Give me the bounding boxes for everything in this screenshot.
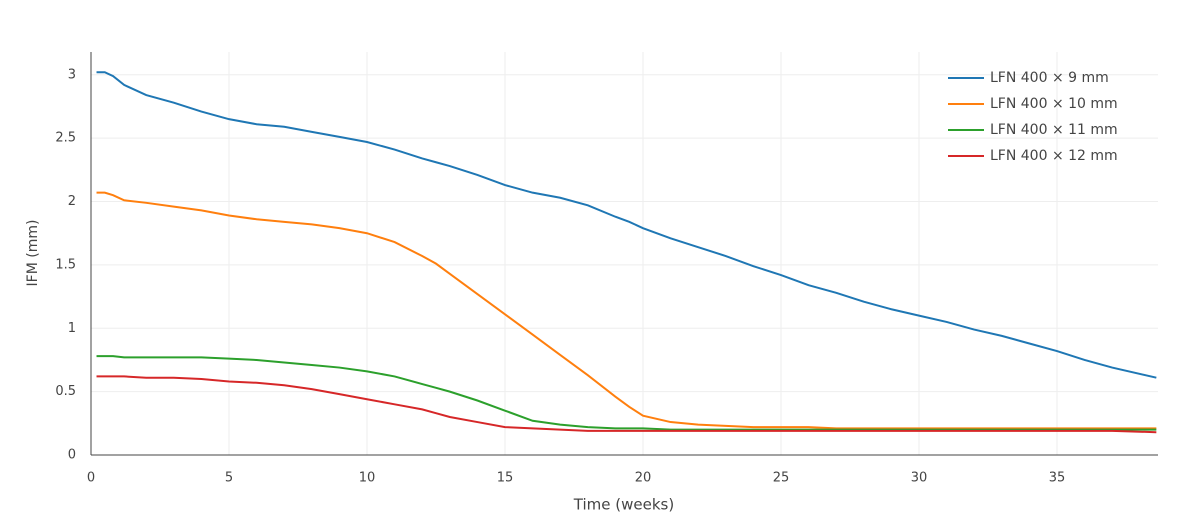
y-tick-label: 1.5 — [55, 257, 76, 272]
x-tick-label: 10 — [359, 471, 376, 486]
x-tick-label: 0 — [87, 471, 95, 486]
y-tick-label: 2.5 — [55, 131, 76, 146]
x-tick-label: 35 — [1049, 471, 1066, 486]
y-tick-label: 3 — [68, 67, 76, 82]
x-tick-label: 30 — [911, 471, 928, 486]
legend-label: LFN 400 × 9 mm — [990, 70, 1109, 86]
data-line — [96, 191, 1157, 430]
legend-label: LFN 400 × 11 mm — [990, 122, 1118, 138]
x-tick-label: 20 — [635, 471, 652, 486]
x-tick-label: 15 — [497, 471, 514, 486]
legend-label: LFN 400 × 10 mm — [990, 96, 1118, 112]
y-tick-label: 1 — [68, 321, 76, 336]
x-tick-label: 5 — [225, 471, 233, 486]
data-line — [96, 375, 1157, 434]
y-tick-label: 0.5 — [55, 384, 76, 399]
x-tick-label: 25 — [773, 471, 790, 486]
x-axis-label: Time (weeks) — [573, 496, 674, 514]
y-tick-label: 2 — [68, 194, 76, 209]
data-line — [96, 71, 1157, 379]
legend-label: LFN 400 × 12 mm — [990, 148, 1118, 164]
data-line — [96, 355, 1157, 431]
y-tick-label: 0 — [68, 448, 76, 463]
y-axis-label: IFM (mm) — [25, 220, 41, 287]
